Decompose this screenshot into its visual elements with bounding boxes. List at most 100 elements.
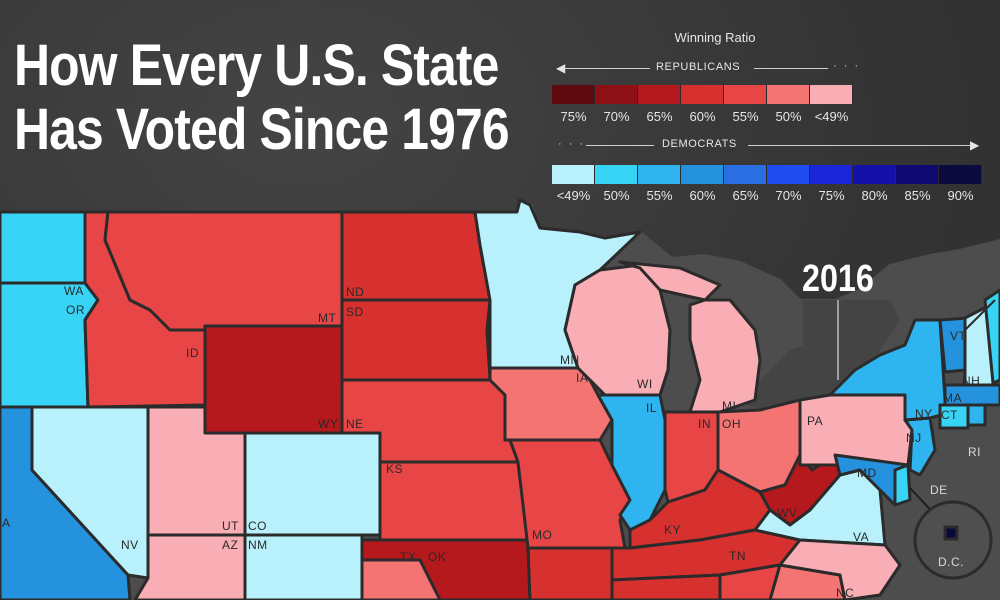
state-MO (503, 438, 632, 550)
republican-swatch (767, 85, 810, 104)
democrat-swatch (810, 165, 853, 184)
state-NC (778, 538, 902, 600)
democrats-label: DEMOCRATS (662, 138, 737, 150)
democrat-scale-labels: <49% 50% 55% 60% 65% 70% 75% 80% 85% 90% (552, 188, 982, 203)
label-WA: WA (64, 284, 84, 298)
state-AR (526, 546, 620, 600)
democrat-tick-label: 70% (775, 188, 802, 203)
republican-tick-label: 50% (775, 109, 802, 124)
label-OK: OK (428, 550, 446, 564)
maine-edge (964, 299, 996, 331)
state-AL-region (718, 563, 782, 600)
label-RI: RI (968, 445, 981, 459)
democrat-scale (552, 165, 982, 184)
democrats-arrow-line-right (748, 145, 970, 146)
democrat-swatch (939, 165, 982, 184)
state-ME (983, 288, 1000, 385)
democrat-tick-label: <49% (556, 188, 591, 203)
label-MN: MN (560, 353, 580, 367)
label-DC: D.C. (938, 555, 964, 569)
democrat-tick-label: 80% (861, 188, 888, 203)
label-PA: PA (807, 414, 823, 428)
state-MA (943, 383, 1000, 407)
state-WA (0, 210, 87, 285)
democrat-tick-label: 55% (646, 188, 673, 203)
republican-tick-label: 75% (560, 109, 587, 124)
title-line-1: How Every U.S. State (14, 33, 499, 98)
label-NE: NE (346, 417, 364, 431)
label-MI: MI (722, 399, 736, 413)
republican-tick-label: <49% (814, 109, 849, 124)
label-IL: IL (646, 401, 657, 415)
label-WV: WV (777, 506, 797, 520)
label-OH: OH (722, 417, 741, 431)
republican-tick-label: 60% (689, 109, 716, 124)
label-KY: KY (664, 523, 681, 537)
state-MI-upper (618, 260, 722, 302)
republican-scale-labels: 75% 70% 65% 60% 55% 50% <49% (552, 109, 853, 124)
label-NC: NC (836, 586, 854, 600)
label-IN: IN (698, 417, 711, 431)
state-MS-region (610, 573, 722, 600)
democrat-swatch (767, 165, 810, 184)
state-VA (753, 468, 887, 547)
state-PA (798, 393, 914, 467)
republican-swatch (810, 85, 853, 104)
label-NJ: NJ (906, 431, 922, 445)
year-label: 2016 (802, 258, 874, 300)
label-NH: NH (962, 374, 980, 388)
republicans-arrow-line-right (754, 68, 828, 69)
label-ID: ID (186, 346, 199, 360)
democrat-tick-label: 85% (904, 188, 931, 203)
democrat-tick-label: 50% (603, 188, 630, 203)
label-ND: ND (346, 285, 364, 299)
democrat-swatch (681, 165, 724, 184)
label-NY: NY (915, 407, 933, 421)
democrat-tick-label: 75% (818, 188, 845, 203)
republican-swatch (595, 85, 638, 104)
republican-tick-label: 70% (603, 109, 630, 124)
label-VT: VT (950, 329, 967, 343)
infographic-title: How Every U.S. State Has Voted Since 197… (14, 33, 510, 162)
label-TX: TX (400, 550, 416, 564)
republican-tick-label: 55% (732, 109, 759, 124)
state-DC (943, 525, 959, 541)
republican-swatch (724, 85, 767, 104)
democrat-swatch (724, 165, 767, 184)
label-NV: NV (121, 538, 139, 552)
republican-tick-label: 65% (646, 109, 673, 124)
democrats-arrow-right-icon: ▶ (970, 138, 980, 152)
democrat-swatch (853, 165, 896, 184)
democrats-arrow-dots: · · · (558, 138, 586, 150)
republicans-arrow-left-icon: ◀ (556, 61, 566, 75)
label-KS: KS (386, 462, 403, 476)
label-MO: MO (532, 528, 552, 542)
democrat-swatch (638, 165, 681, 184)
label-MA: MA (943, 391, 962, 405)
label-NM: NM (248, 538, 268, 552)
republicans-arrow-line-left (564, 68, 650, 69)
label-WY: WY (318, 417, 338, 431)
state-TX (360, 558, 442, 600)
democrat-swatch (595, 165, 638, 184)
state-MN (473, 198, 642, 370)
state-DE (893, 463, 912, 507)
state-AZ (133, 533, 247, 600)
label-WI: WI (637, 377, 653, 391)
label-AZ: AZ (222, 538, 238, 552)
label-OR: OR (66, 303, 85, 317)
republican-swatch (552, 85, 595, 104)
label-IA: IA (576, 371, 588, 385)
label-DE: DE (930, 483, 948, 497)
label-MD: MD (857, 466, 877, 480)
state-NM (243, 533, 364, 600)
state-CT (938, 403, 970, 430)
label-UT: UT (222, 519, 239, 533)
label-TN: TN (729, 549, 746, 563)
state-OR (0, 281, 100, 409)
republican-swatch (681, 85, 724, 104)
democrat-tick-label: 90% (947, 188, 974, 203)
label-CA: A (2, 516, 11, 530)
republicans-label: REPUBLICANS (656, 61, 741, 73)
